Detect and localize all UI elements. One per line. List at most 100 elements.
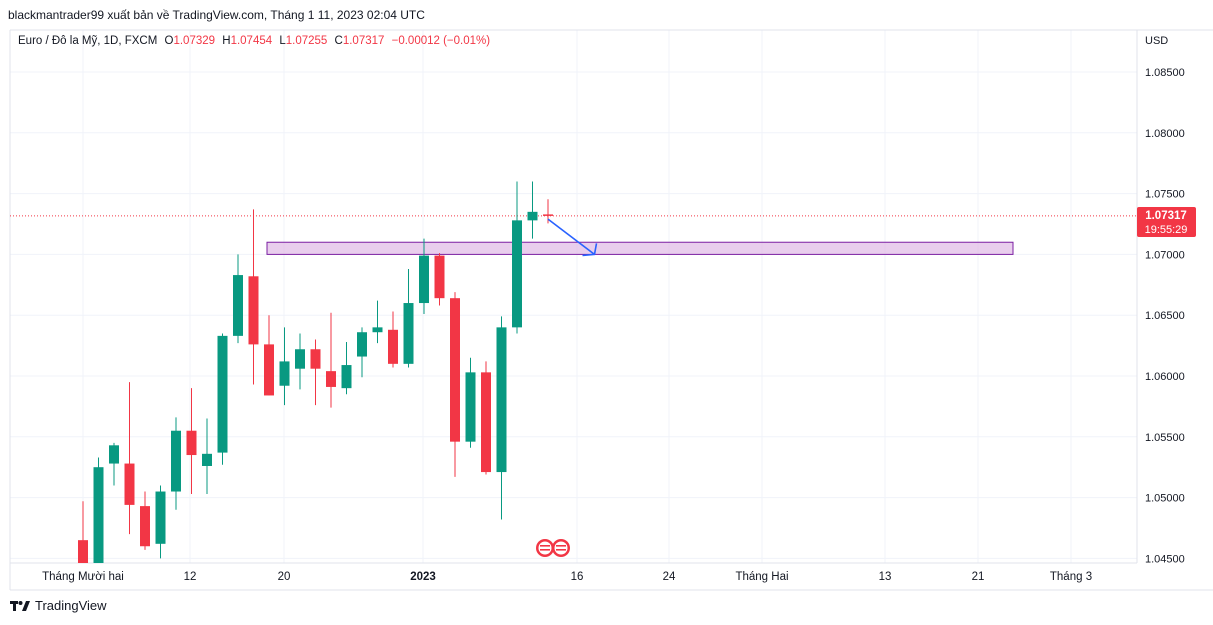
candle [217,333,228,465]
candle [248,209,259,385]
candle [341,341,352,395]
candle [186,388,197,494]
candle [465,357,476,448]
down-arrow-annotation[interactable] [547,218,598,257]
candle-body [465,372,476,442]
time-axis: Tháng Mười hai 12 20 2023 16 24 Tháng Hai 13 21 T… [42,571,1092,583]
candle [481,361,491,475]
candle-body [295,349,305,369]
low-value: 1.07255 [285,35,328,47]
candle [295,333,305,390]
time-tick-label: Tháng 3 [1050,571,1092,583]
time-tick-label: 2023 [410,571,436,583]
candle [434,253,445,306]
candle-body [217,335,228,453]
symbol-legend: Euro / Đô la Mỹ, 1D, FXCM O1.07329 H 1.07… [18,35,490,47]
supply-zone-rectangle[interactable] [266,241,1014,255]
candle-body [264,344,274,396]
candle-body [186,430,197,456]
candle-body [93,467,104,563]
price-tick-label: 1.07500 [1145,189,1185,201]
candle [357,327,367,378]
candle-body [341,365,352,389]
price-tick-label: 1.06000 [1145,371,1185,383]
candle-body [403,303,414,364]
candle-body [434,255,445,299]
candle [171,417,181,510]
price-tick-label: 1.05000 [1145,493,1185,505]
candle-body [496,327,507,473]
change-value: −0.00012 (−0.01%) [391,35,491,47]
candle [388,311,398,368]
candle [78,501,88,563]
time-tick-label: 12 [184,571,197,583]
candle [264,315,274,396]
open-value: 1.07329 [173,35,216,47]
high-key: H [222,35,231,47]
tradingview-brand: TradingView [35,598,107,613]
candle-body [310,349,321,369]
candle [450,292,460,477]
price-tick-label: 1.04500 [1145,553,1185,565]
candle [527,181,538,239]
candle [140,491,150,550]
candle-body [171,430,181,492]
time-tick-label: 16 [571,571,584,583]
candle-body [248,276,259,345]
candle-body [124,463,135,505]
candle [202,418,212,494]
candle-body [357,332,367,357]
time-tick-label: 13 [879,571,892,583]
price-tick-label: 1.08500 [1145,67,1185,79]
candle-body [419,255,429,304]
candle-body [140,506,150,547]
candle-countdown: 19:55:29 [1145,224,1188,236]
tradingview-logo[interactable]: TradingView [10,598,107,613]
candle [109,442,119,486]
candle-body [78,540,88,563]
price-tick-label: 1.06500 [1145,310,1185,322]
candle-body [155,491,166,544]
candle [403,268,414,368]
candle [326,312,336,408]
open-key: O [164,35,174,47]
currency-label[interactable]: USD [1145,35,1169,47]
candle-body [543,214,553,216]
last-price-badge: 1.07317 19:55:29 [1137,207,1196,237]
price-tick-label: 1.05500 [1145,432,1185,444]
candle [372,300,383,344]
tradingview-logo-icon [10,600,30,611]
price-axis: 1.08500 1.08000 1.07500 1.07000 1.06500 1.060… [1145,67,1185,565]
candle-body [450,298,460,442]
symbol-description[interactable]: Euro / Đô la Mỹ, 1D, FXCM [18,35,158,47]
time-tick-label: Tháng Hai [735,571,788,583]
candle-body [109,445,119,464]
candle [496,316,507,520]
candle [279,327,290,406]
close-value: 1.07317 [342,35,385,47]
time-tick-label: 20 [278,571,291,583]
events-icon[interactable] [536,539,570,557]
low-key: L [279,35,286,47]
candle-body [527,211,538,221]
candle [233,254,243,344]
candle [124,382,135,535]
candle [93,457,104,563]
time-tick-label: Tháng Mười hai [42,571,124,583]
price-tick-label: 1.07000 [1145,249,1185,261]
candle [155,485,166,559]
publisher-line: blackmantrader99 xuất bản về TradingView… [8,8,425,22]
candle-body [388,329,398,364]
candle [419,238,429,314]
candle-body [233,275,243,336]
last-price-value: 1.07317 [1145,210,1187,222]
candle-body [279,361,290,386]
arrow-head [582,243,598,257]
candle-body [512,220,522,328]
candle [310,339,321,406]
close-key: C [334,35,343,47]
candle-body [202,453,212,466]
time-tick-label: 24 [663,571,676,583]
time-tick-label: 21 [972,571,985,583]
